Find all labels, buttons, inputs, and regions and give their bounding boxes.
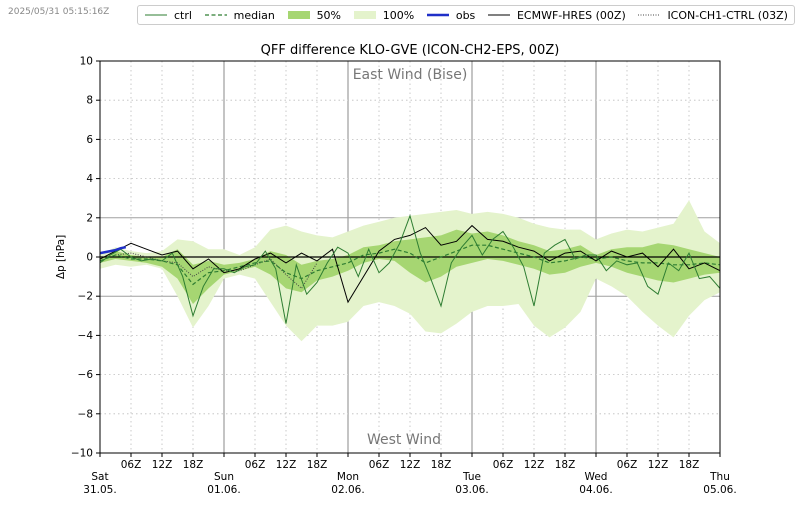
x-date-label: 31.05. bbox=[83, 484, 116, 496]
series-ecmwf-hres bbox=[100, 224, 720, 304]
x-day-label: Sun bbox=[214, 471, 234, 483]
legend-swatch bbox=[353, 11, 376, 19]
legend-label: ctrl bbox=[174, 8, 192, 22]
x-date-label: 05.06. bbox=[703, 484, 736, 496]
x-hour-label: 12Z bbox=[152, 459, 173, 471]
legend-label: obs bbox=[455, 8, 476, 22]
series-median bbox=[100, 244, 720, 286]
legend-swatch bbox=[638, 14, 661, 16]
legend-item-ecmwf: ECMWF-HRES (00Z) bbox=[487, 9, 626, 22]
legend-item-p50: 50% bbox=[287, 9, 341, 22]
x-hour-label: 18Z bbox=[307, 459, 328, 471]
x-hour-label: 06Z bbox=[617, 459, 638, 471]
y-tick-label: 8 bbox=[86, 95, 93, 107]
x-day-label: Tue bbox=[462, 471, 481, 483]
legend-label: 50% bbox=[316, 8, 342, 22]
x-date-label: 04.06. bbox=[579, 484, 612, 496]
legend-swatch bbox=[145, 14, 167, 16]
series-ctrl bbox=[100, 214, 720, 324]
x-date-label: 03.06. bbox=[455, 484, 488, 496]
y-axis-label: Δp [hPa] bbox=[55, 235, 67, 279]
y-tick-label: 0 bbox=[86, 252, 93, 264]
legend-label: ECMWF-HRES (00Z) bbox=[516, 8, 626, 22]
x-hour-label: 06Z bbox=[369, 459, 390, 471]
annotation-east-wind: East Wind (Bise) bbox=[353, 67, 468, 83]
legend-item-p100: 100% bbox=[353, 9, 414, 22]
x-date-label: 01.06. bbox=[207, 484, 240, 496]
legend-item-ch1: ICON-CH1-CTRL (03Z) bbox=[637, 8, 788, 22]
legend-label: median bbox=[233, 8, 275, 22]
x-day-label: Sat bbox=[91, 471, 108, 483]
y-tick-label: −10 bbox=[71, 448, 93, 460]
legend: ctrl median 50% 100% obs ECMWF-HRES (00Z) ICON… bbox=[137, 5, 795, 25]
plot-series bbox=[100, 200, 720, 342]
annotation-west-wind: West Wind bbox=[367, 432, 441, 448]
y-tick-label: 6 bbox=[86, 134, 93, 146]
x-hour-label: 12Z bbox=[648, 459, 669, 471]
y-tick-label: −8 bbox=[78, 408, 93, 420]
legend-swatch bbox=[426, 13, 449, 17]
x-hour-label: 12Z bbox=[524, 459, 545, 471]
band-50 bbox=[100, 229, 720, 304]
legend-swatch bbox=[487, 14, 510, 16]
y-tick-label: −6 bbox=[78, 369, 94, 381]
x-hour-label: 18Z bbox=[431, 459, 452, 471]
x-date-label: 02.06. bbox=[331, 484, 364, 496]
x-hour-label: 06Z bbox=[121, 459, 142, 471]
timestamp: 2025/05/31 05:15:16Z bbox=[8, 7, 110, 17]
y-tick-label: −2 bbox=[78, 291, 93, 303]
x-hour-label: 06Z bbox=[245, 459, 266, 471]
legend-item-obs: obs bbox=[426, 9, 475, 22]
x-hour-label: 18Z bbox=[555, 459, 576, 471]
series-obs bbox=[100, 245, 127, 255]
x-day-label: Thu bbox=[709, 471, 730, 483]
x-hour-label: 12Z bbox=[276, 459, 297, 471]
legend-label: 100% bbox=[382, 8, 415, 22]
chart-title: QFF difference KLO-GVE (ICON-CH2-EPS, 00… bbox=[261, 43, 560, 58]
x-hour-label: 12Z bbox=[400, 459, 421, 471]
legend-item-ctrl: ctrl bbox=[144, 9, 192, 22]
x-hour-label: 18Z bbox=[183, 459, 204, 471]
legend-swatch bbox=[204, 14, 227, 16]
x-hour-label: 18Z bbox=[679, 459, 700, 471]
legend-item-median: median bbox=[204, 9, 275, 22]
y-tick-label: 4 bbox=[86, 173, 93, 185]
legend-label: ICON-CH1-CTRL (03Z) bbox=[667, 8, 788, 22]
x-hour-label: 06Z bbox=[493, 459, 514, 471]
x-day-label: Mon bbox=[337, 471, 359, 483]
y-tick-label: 2 bbox=[86, 212, 93, 224]
y-tick-label: −4 bbox=[78, 330, 94, 342]
legend-swatch bbox=[287, 11, 310, 19]
y-tick-label: 10 bbox=[80, 56, 93, 68]
x-day-label: Wed bbox=[585, 471, 608, 483]
